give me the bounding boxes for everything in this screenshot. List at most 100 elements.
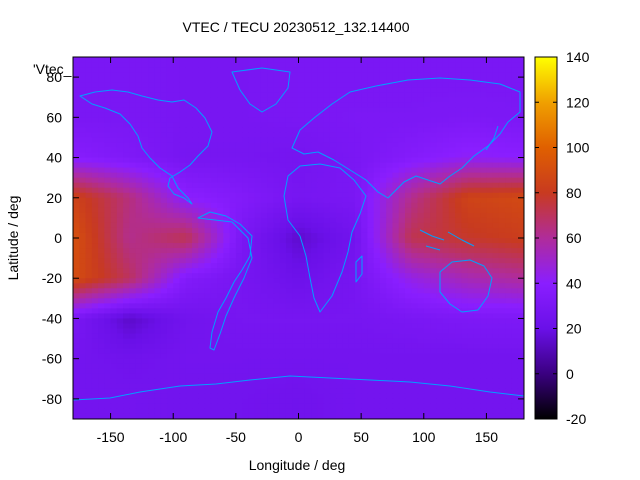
heatmap-cell: [367, 122, 375, 128]
heatmap-cell: [73, 232, 80, 239]
heatmap-cell: [323, 232, 331, 239]
heatmap-cell: [116, 348, 124, 355]
heatmap-cell: [436, 177, 444, 184]
heatmap-cell: [486, 368, 494, 375]
heatmap-cell: [505, 67, 513, 73]
heatmap-cell: [254, 132, 262, 139]
heatmap-cell: [480, 343, 488, 350]
heatmap-cell: [480, 338, 488, 345]
heatmap-cell: [242, 313, 249, 320]
heatmap-cell: [110, 102, 118, 108]
heatmap-cell: [354, 77, 362, 83]
heatmap-cell: [166, 217, 174, 224]
heatmap-cell: [85, 398, 93, 405]
heatmap-cell: [398, 132, 406, 139]
heatmap-cell: [129, 338, 137, 345]
heatmap-cell: [386, 388, 394, 395]
heatmap-cell: [517, 318, 524, 325]
heatmap-cell: [317, 328, 325, 335]
heatmap-cell: [110, 303, 118, 309]
heatmap-cell: [73, 248, 80, 254]
heatmap-cell: [329, 393, 337, 400]
heatmap-cell: [411, 202, 419, 209]
heatmap-cell: [442, 298, 450, 304]
heatmap-cell: [198, 358, 206, 365]
heatmap-cell: [404, 303, 412, 309]
heatmap-cell: [492, 373, 500, 380]
heatmap-cell: [248, 97, 256, 103]
heatmap-cell: [192, 318, 199, 325]
heatmap-cell: [267, 232, 275, 239]
heatmap-cell: [73, 67, 80, 73]
heatmap-cell: [298, 232, 306, 239]
heatmap-cell: [235, 162, 243, 169]
heatmap-cell: [123, 77, 130, 83]
heatmap-cell: [455, 137, 462, 144]
heatmap-cell: [423, 328, 431, 335]
heatmap-cell: [123, 172, 130, 179]
heatmap-cell: [116, 92, 124, 98]
heatmap-cell: [248, 157, 256, 164]
heatmap-cell: [73, 323, 80, 330]
heatmap-cell: [242, 207, 249, 214]
heatmap-cell: [223, 303, 231, 309]
heatmap-cell: [367, 293, 375, 299]
heatmap-cell: [304, 227, 312, 234]
heatmap-cell: [442, 57, 450, 63]
heatmap-cell: [110, 278, 118, 284]
heatmap-cell: [473, 112, 481, 118]
heatmap-cell: [254, 353, 262, 360]
heatmap-cell: [336, 238, 343, 244]
heatmap-cell: [430, 77, 437, 83]
heatmap-cell: [292, 222, 300, 229]
heatmap-cell: [85, 207, 93, 214]
heatmap-cell: [154, 207, 162, 214]
heatmap-cell: [204, 318, 212, 325]
heatmap-cell: [404, 147, 412, 154]
heatmap-cell: [517, 253, 524, 259]
heatmap-cell: [354, 57, 362, 63]
heatmap-cell: [254, 383, 262, 390]
heatmap-cell: [173, 62, 181, 68]
heatmap-cell: [329, 207, 337, 214]
heatmap-cell: [373, 82, 381, 88]
heatmap-cell: [160, 238, 168, 244]
heatmap-cell: [154, 398, 162, 405]
heatmap-cell: [379, 293, 387, 299]
heatmap-cell: [392, 117, 400, 123]
heatmap-cell: [448, 207, 456, 214]
heatmap-cell: [361, 318, 368, 325]
heatmap-cell: [223, 353, 231, 360]
heatmap-cell: [110, 373, 118, 380]
heatmap-cell: [342, 142, 350, 149]
heatmap-cell: [392, 132, 400, 139]
heatmap-cell: [367, 358, 375, 365]
heatmap-cell: [386, 132, 394, 139]
heatmap-cell: [154, 313, 162, 320]
heatmap-cell: [361, 313, 368, 320]
heatmap-cell: [392, 122, 400, 128]
heatmap-cell: [486, 192, 494, 199]
heatmap-cell: [329, 278, 337, 284]
heatmap-cell: [486, 393, 494, 400]
heatmap-cell: [517, 263, 524, 269]
heatmap-cell: [348, 298, 356, 304]
heatmap-cell: [336, 117, 343, 123]
heatmap-cell: [116, 333, 124, 340]
heatmap-cell: [455, 363, 462, 370]
heatmap-cell: [73, 328, 80, 335]
heatmap-cell: [361, 172, 368, 179]
heatmap-cell: [285, 92, 293, 98]
heatmap-cell: [423, 192, 431, 199]
heatmap-cell: [123, 107, 130, 113]
heatmap-cell: [210, 227, 218, 234]
heatmap-cell: [304, 152, 312, 159]
heatmap-cell: [273, 187, 281, 194]
heatmap-cell: [379, 207, 387, 214]
heatmap-cell: [311, 383, 318, 390]
heatmap-cell: [367, 393, 375, 400]
heatmap-cell: [423, 182, 431, 189]
heatmap-cell: [386, 137, 394, 144]
heatmap-cell: [467, 167, 475, 174]
heatmap-cell: [467, 202, 475, 209]
